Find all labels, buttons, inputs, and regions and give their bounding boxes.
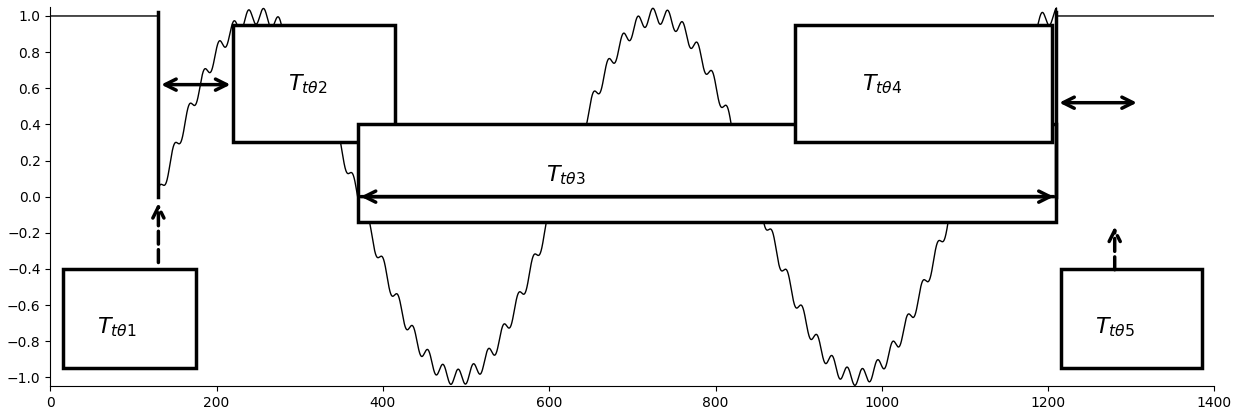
Bar: [1061, 269, 1202, 368]
Text: $T_{t\theta4}$: $T_{t\theta4}$: [862, 73, 902, 96]
Bar: [233, 25, 395, 143]
Bar: [794, 25, 1052, 143]
Bar: [358, 124, 1057, 222]
Text: $T_{t\theta1}$: $T_{t\theta1}$: [97, 315, 136, 339]
Text: $T_{t\theta5}$: $T_{t\theta5}$: [1095, 315, 1135, 339]
Text: $T_{t\theta3}$: $T_{t\theta3}$: [546, 163, 586, 187]
Text: $T_{t\theta2}$: $T_{t\theta2}$: [289, 73, 328, 96]
Bar: [63, 269, 196, 368]
